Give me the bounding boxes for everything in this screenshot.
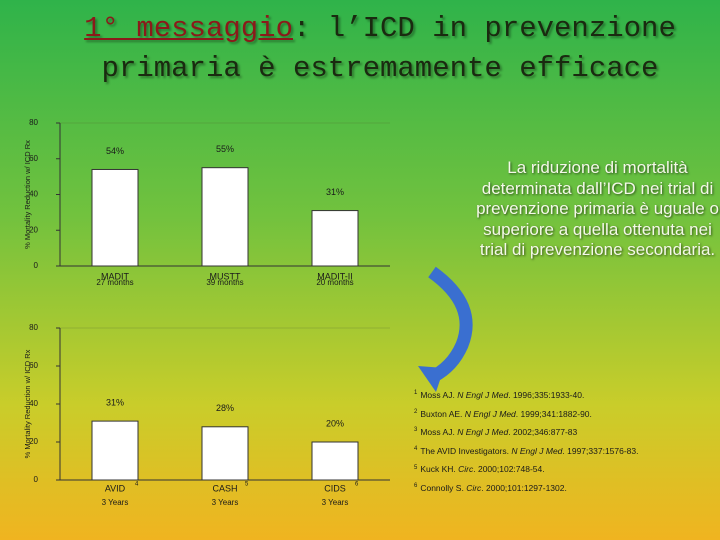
bar — [201, 167, 249, 267]
reference: 5 Kuck KH. Circ. 2000;102:748-54. — [414, 464, 639, 483]
reference: 1 Moss AJ. N Engl J Med. 1996;335:1933-40… — [414, 390, 639, 409]
y-axis-label: % Mortality Reduction w/ ICD Rx — [23, 349, 32, 458]
period-label: 39 months — [206, 278, 243, 287]
ref-author: Moss AJ. — [420, 390, 458, 400]
period-label: 3 Years — [212, 498, 239, 507]
ref-author: Kuck KH. — [420, 464, 459, 475]
y-tick-label: 20 — [29, 225, 38, 234]
x-tick-label: CASH — [212, 483, 237, 493]
period-label: 3 Years — [102, 498, 129, 507]
ref-details: . 1997;337:1576-83. — [562, 445, 639, 456]
category-ref: 6 — [355, 482, 359, 488]
ref-number: 4 — [414, 445, 418, 452]
ref-number: 2 — [414, 408, 418, 415]
title-highlight: 1° messaggio — [84, 12, 293, 45]
references: 1 Moss AJ. N Engl J Med. 1996;335:1933-40… — [414, 390, 639, 502]
value-label: 31% — [326, 187, 344, 197]
ref-details: . 2000;101:1297-1302. — [481, 482, 567, 493]
value-label: 54% — [106, 146, 124, 156]
title-text: : l’ICD in prevenzione — [292, 12, 676, 45]
title-line: primaria è estremamente efficace — [101, 52, 659, 85]
y-tick-label: 0 — [34, 261, 39, 270]
ref-journal: N Engl J Med — [511, 445, 563, 456]
x-tick-label: MADIT-II — [317, 271, 353, 281]
ref-journal: Circ — [466, 482, 482, 493]
x-tick-label: CIDS — [324, 483, 346, 493]
ref-details: . 2002;346:877-83 — [508, 427, 578, 438]
bar — [201, 426, 249, 481]
period-label: 27 months — [96, 278, 133, 287]
y-tick-label: 0 — [34, 475, 39, 484]
period-label: 3 Years — [322, 498, 349, 507]
reference: 6 Connolly S. Circ. 2000;101:1297-1302. — [414, 483, 639, 502]
ref-details: . 2000;102:748-54. — [473, 464, 545, 475]
ref-journal: N Engl J Med — [457, 427, 509, 438]
ref-details: . 1996;335:1933-40. — [508, 390, 585, 400]
ref-author: Connolly S. — [420, 482, 467, 493]
bar — [311, 441, 359, 481]
arrow-head — [418, 366, 444, 392]
value-label: 28% — [216, 403, 234, 413]
side-text: La riduzione di mortalità determinata da… — [476, 158, 719, 259]
value-label: 55% — [216, 144, 234, 154]
ref-journal: N Engl J Med — [464, 408, 516, 419]
ref-author: Moss AJ. — [420, 427, 458, 438]
y-tick-label: 20 — [29, 437, 38, 446]
x-tick-label: MUSTT — [210, 271, 241, 281]
ref-number: 5 — [414, 464, 418, 471]
curved-arrow — [427, 266, 473, 384]
ref-number: 6 — [414, 483, 418, 490]
reference: 4 The AVID Investigators. N Engl J Med. 1… — [414, 446, 639, 465]
y-tick-label: 40 — [29, 399, 38, 408]
bar — [91, 420, 139, 481]
bar — [311, 210, 359, 267]
y-tick-label: 60 — [29, 154, 38, 163]
reference: 2 Buxton AE. N Engl J Med. 1999;341:1882-… — [414, 409, 639, 428]
bar — [91, 168, 139, 267]
category-ref: 4 — [135, 482, 139, 488]
ref-number: 1 — [414, 390, 418, 397]
y-tick-label: 80 — [29, 118, 38, 127]
ref-details: . 1999;341:1882-90. — [515, 408, 592, 419]
title-line: 1° messaggio: l’ICD in prevenzione — [60, 12, 700, 45]
period-label: 20 months — [316, 278, 353, 287]
value-label: 20% — [326, 418, 344, 428]
ref-author: The AVID Investigators. — [420, 445, 512, 456]
ref-journal: N Engl J Med — [457, 390, 509, 400]
y-tick-label: 40 — [29, 190, 38, 199]
y-axis-label: % Mortality Reduction w/ ICD Rx — [23, 140, 32, 249]
x-tick-label: AVID — [105, 483, 126, 493]
reference: 3 Moss AJ. N Engl J Med. 2002;346:877-83 — [414, 427, 639, 446]
value-label: 31% — [106, 397, 124, 407]
ref-number: 3 — [414, 427, 418, 434]
y-tick-label: 60 — [29, 361, 38, 370]
y-tick-label: 80 — [29, 323, 38, 332]
ref-journal: Circ — [458, 464, 474, 475]
category-ref: 5 — [245, 482, 249, 488]
ref-author: Buxton AE. — [420, 408, 465, 419]
x-tick-label: MADIT — [101, 271, 130, 281]
